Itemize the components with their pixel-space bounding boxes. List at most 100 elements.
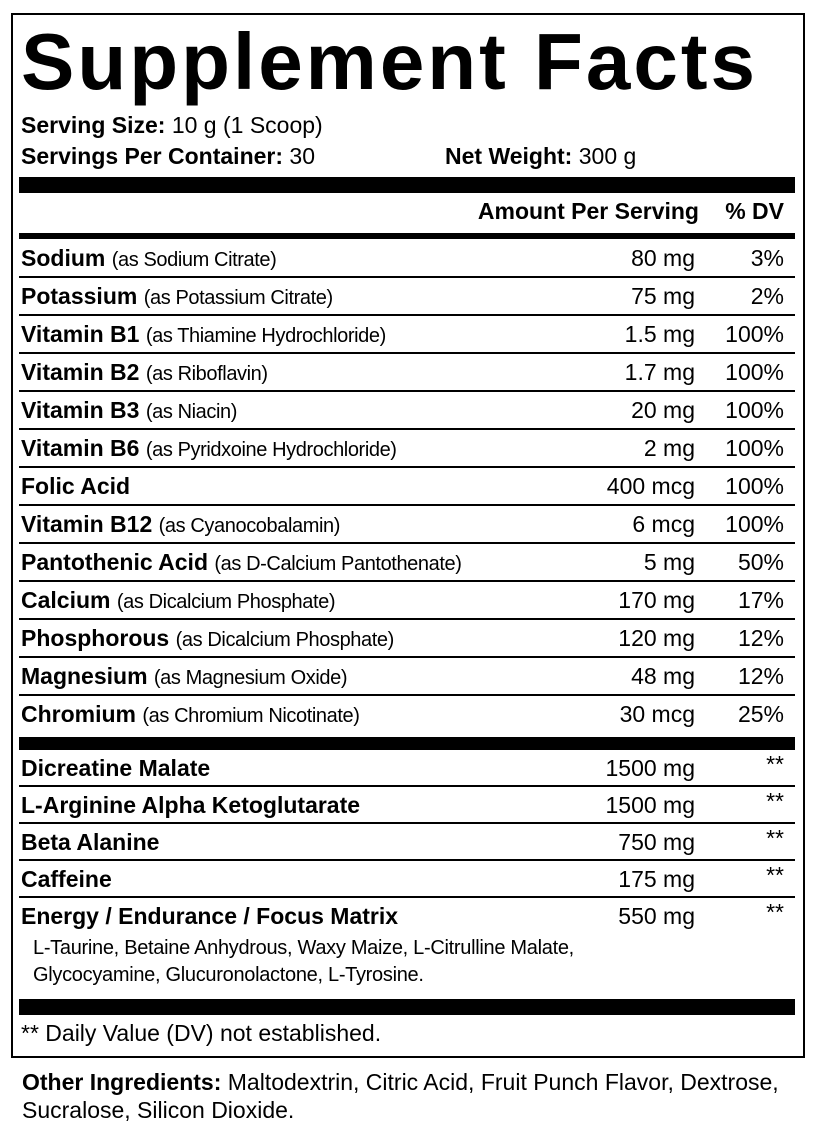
nutrient-dv: 100%: [725, 511, 784, 537]
nutrient-source: (as Dicalcium Phosphate): [175, 629, 395, 651]
nutrient-amount: 30 mcg: [619, 701, 695, 727]
nutrient-source: (as Pyridxoine Hydrochloride): [145, 439, 397, 461]
nutrient-amount: 80 mg: [631, 245, 695, 271]
nutrient-dv: 100%: [725, 321, 784, 347]
nutrient-source: (as Niacin): [145, 401, 238, 423]
nutrient-amount: 400 mcg: [606, 473, 695, 499]
divider-thick: [19, 737, 795, 750]
nutrient-source: (as Cyanocobalamin): [158, 515, 341, 537]
footnote: ** Daily Value (DV) not established.: [21, 1020, 382, 1046]
serving-size-label: Serving Size:: [21, 112, 166, 138]
nutrient-row: Folic Acid 400 mcg 100%: [19, 468, 795, 506]
other-ingredients-label: Other Ingredients:: [22, 1069, 222, 1095]
nutrient-name: Vitamin B1 (as Thiamine Hydrochloride): [21, 316, 386, 354]
nutrient-name: Vitamin B6 (as Pyridxoine Hydrochloride): [21, 430, 397, 468]
nutrient-source: (as Potassium Citrate): [143, 287, 333, 309]
nutrient-source: (as D-Calcium Pantothenate): [214, 553, 462, 575]
ingredient-name: Caffeine: [21, 861, 112, 897]
ingredient-name: L-Arginine Alpha Ketoglutarate: [21, 787, 360, 823]
nutrient-row: Vitamin B1 (as Thiamine Hydrochloride) 1.…: [19, 316, 795, 354]
nutrient-label: Vitamin B1: [21, 321, 140, 347]
nutrient-label: Chromium: [21, 701, 136, 727]
ingredient-label: L-Arginine Alpha Ketoglutarate: [21, 792, 361, 818]
nutrient-dv: 100%: [725, 473, 784, 499]
ingredient-row: L-Arginine Alpha Ketoglutarate 1500 mg **: [19, 787, 795, 824]
ingredient-dv: **: [766, 899, 784, 925]
ingredient-label: Caffeine: [21, 866, 112, 892]
nutrient-name: Sodium (as Sodium Citrate): [21, 240, 277, 278]
ingredient-dv: **: [766, 751, 784, 777]
nutrient-label: Vitamin B12: [21, 511, 153, 537]
nutrient-row: Potassium (as Potassium Citrate) 75 mg 2%: [19, 278, 795, 316]
nutrient-name: Folic Acid: [21, 468, 130, 506]
net-weight-value: 300 g: [578, 143, 637, 169]
serving-size: Serving Size: 10 g (1 Scoop): [21, 112, 323, 138]
nutrient-source: (as Chromium Nicotinate): [142, 705, 360, 727]
supplement-facts-panel: Supplement Facts Serving Size: 10 g (1 S…: [11, 13, 805, 1058]
other-ingredients-text: Maltodextrin, Citric Acid, Fruit Punch F…: [22, 1069, 779, 1123]
column-header: Amount Per Serving % DV: [19, 198, 795, 234]
nutrient-label: Vitamin B3: [21, 397, 140, 423]
divider-medium: [19, 233, 795, 239]
ingredient-amount: 750 mg: [618, 829, 695, 855]
nutrient-label: Folic Acid: [21, 473, 131, 499]
ingredient-name: Dicreatine Malate: [21, 750, 210, 786]
nutrient-amount: 6 mcg: [632, 511, 695, 537]
nutrient-dv: 12%: [737, 663, 784, 689]
nutrient-amount: 2 mg: [643, 435, 695, 461]
nutrient-label: Magnesium: [21, 663, 148, 689]
servings-label: Servings Per Container:: [21, 143, 284, 169]
nutrient-dv: 25%: [737, 701, 784, 727]
nutrient-source: (as Magnesium Oxide): [153, 667, 348, 689]
divider-thick: [19, 999, 795, 1015]
ingredient-amount: 1500 mg: [605, 755, 695, 781]
nutrient-source: (as Thiamine Hydrochloride): [145, 325, 386, 347]
panel-title: Supplement Facts: [21, 17, 759, 106]
nutrient-dv: 100%: [725, 397, 784, 423]
ingredient-name: Energy / Endurance / Focus Matrix: [21, 898, 398, 934]
nutrient-amount: 120 mg: [618, 625, 695, 651]
ingredient-dv: **: [766, 788, 784, 814]
ingredient-label: Dicreatine Malate: [21, 755, 211, 781]
nutrient-amount: 20 mg: [631, 397, 695, 423]
net-weight-label: Net Weight:: [445, 143, 573, 169]
nutrient-dv: 3%: [750, 245, 784, 271]
nutrient-amount: 1.7 mg: [624, 359, 695, 385]
nutrient-label: Vitamin B6: [21, 435, 140, 461]
ingredient-row: Dicreatine Malate 1500 mg **: [19, 750, 795, 787]
nutrient-row: Sodium (as Sodium Citrate) 80 mg 3%: [19, 240, 795, 278]
other-ingredients: Other Ingredients: Maltodextrin, Citric …: [22, 1068, 782, 1124]
nutrient-row: Chromium (as Chromium Nicotinate) 30 mcg 2…: [19, 696, 795, 734]
nutrient-name: Calcium (as Dicalcium Phosphate): [21, 582, 336, 620]
ingredient-label: Beta Alanine: [21, 829, 160, 855]
nutrient-name: Potassium (as Potassium Citrate): [21, 278, 333, 316]
nutrient-dv: 2%: [750, 283, 784, 309]
servings-value: 30: [289, 143, 316, 169]
nutrient-row: Vitamin B2 (as Riboflavin) 1.7 mg 100%: [19, 354, 795, 392]
nutrient-name: Pantothenic Acid (as D-Calcium Pantothen…: [21, 544, 462, 582]
nutrient-name: Phosphorous (as Dicalcium Phosphate): [21, 620, 394, 658]
nutrient-row: Phosphorous (as Dicalcium Phosphate) 120 …: [19, 620, 795, 658]
ingredient-dv: **: [766, 825, 784, 851]
nutrient-label: Phosphorous: [21, 625, 170, 651]
nutrient-dv: 12%: [737, 625, 784, 651]
serving-size-value: 10 g (1 Scoop): [171, 112, 323, 138]
matrix-ingredients-line-1: L-Taurine, Betaine Anhydrous, Waxy Maize…: [33, 937, 574, 959]
nutrient-label: Calcium: [21, 587, 111, 613]
nutrient-name: Vitamin B2 (as Riboflavin): [21, 354, 268, 392]
nutrient-source: (as Dicalcium Phosphate): [116, 591, 336, 613]
ingredient-row: Energy / Endurance / Focus Matrix 550 mg *…: [19, 898, 795, 935]
net-weight: Net Weight: 300 g: [445, 143, 636, 169]
ingredient-row: Caffeine 175 mg **: [19, 861, 795, 898]
nutrient-label: Pantothenic Acid: [21, 549, 208, 575]
nutrient-amount: 75 mg: [631, 283, 695, 309]
nutrient-row: Vitamin B12 (as Cyanocobalamin) 6 mcg 100%: [19, 506, 795, 544]
nutrient-row: Vitamin B3 (as Niacin) 20 mg 100%: [19, 392, 795, 430]
ingredient-label: Energy / Endurance / Focus Matrix: [21, 903, 399, 929]
nutrient-label: Potassium: [21, 283, 138, 309]
nutrient-name: Magnesium (as Magnesium Oxide): [21, 658, 348, 696]
nutrient-amount: 170 mg: [618, 587, 695, 613]
nutrient-source: (as Riboflavin): [145, 363, 268, 385]
nutrient-amount: 5 mg: [643, 549, 695, 575]
matrix-ingredients-line-2: Glycocyamine, Glucuronolactone, L-Tyrosi…: [33, 964, 424, 986]
